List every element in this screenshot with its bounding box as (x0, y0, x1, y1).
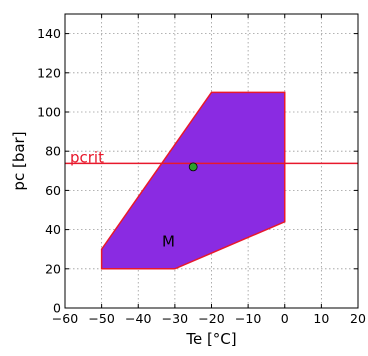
x-tick-label: −30 (162, 311, 188, 326)
x-tick-label: −20 (198, 311, 224, 326)
operating-region (100, 91, 286, 270)
y-tick-label: 40 (45, 222, 61, 237)
x-tick-label: −50 (88, 311, 114, 326)
y-tick-label: 100 (37, 105, 61, 120)
x-tick-label: 0 (281, 311, 289, 326)
x-axis: −60 −50 −40 −30 −20 −10 0 10 20 (52, 14, 366, 326)
y-tick-label: 20 (45, 261, 61, 276)
x-tick-label: −10 (235, 311, 261, 326)
y-tick-label: 140 (37, 26, 61, 41)
x-axis-label: Te [°C] (185, 330, 236, 348)
y-axis-label: pc [bar] (10, 131, 28, 190)
region-label: M (162, 232, 175, 250)
y-tick-label: 80 (45, 144, 61, 159)
y-axis: 0 20 40 60 80 100 120 140 (37, 26, 358, 316)
pcrit-label: pcrit (70, 148, 104, 166)
y-tick-label: 120 (37, 65, 61, 80)
x-tick-label: 10 (313, 311, 329, 326)
x-tick-label: −60 (52, 311, 78, 326)
x-tick-label: 20 (350, 311, 366, 326)
y-tick-label: 0 (53, 301, 61, 316)
operating-point (188, 162, 198, 172)
x-tick-label: −40 (125, 311, 151, 326)
y-tick-label: 60 (45, 183, 61, 198)
